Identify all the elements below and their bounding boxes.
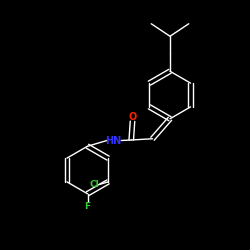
Text: Cl: Cl xyxy=(90,180,99,189)
Text: HN: HN xyxy=(105,136,122,145)
Text: O: O xyxy=(128,112,136,122)
Text: F: F xyxy=(84,202,90,211)
